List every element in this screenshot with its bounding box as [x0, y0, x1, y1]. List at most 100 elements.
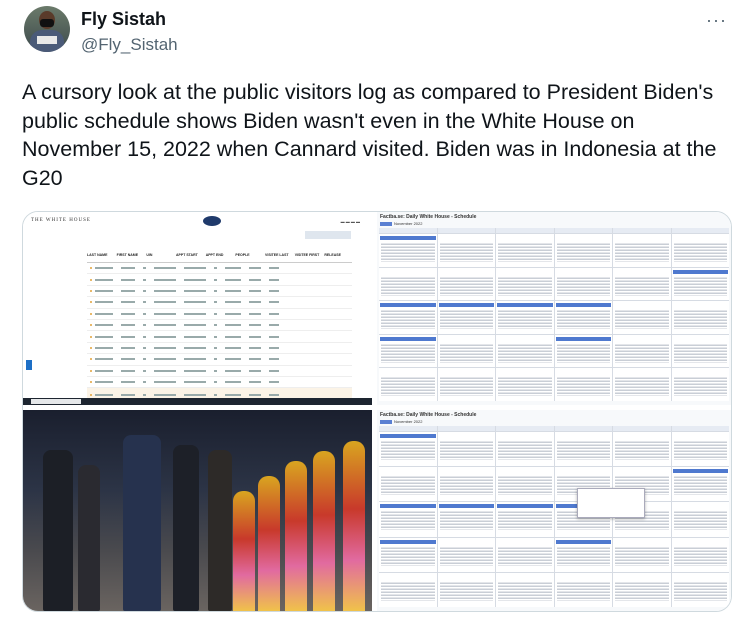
calendar-day [437, 368, 495, 401]
cell-text [154, 346, 176, 349]
calendar-day [496, 334, 554, 368]
weekday-header [613, 426, 671, 431]
cell-text [121, 358, 135, 361]
cell-text [154, 289, 176, 292]
cell-text [95, 369, 113, 372]
schedule-month: November 2022 [380, 221, 422, 226]
cell-text [184, 267, 206, 270]
cell-text [269, 346, 279, 349]
cell-text [154, 358, 176, 361]
dancer [285, 461, 307, 611]
table-row [87, 286, 352, 298]
calendar-day [379, 502, 437, 537]
row-marker [90, 393, 92, 396]
cell-text [269, 267, 279, 270]
cell-text [143, 358, 146, 361]
cell-text [121, 278, 135, 281]
calendar-day [554, 334, 612, 368]
author-handle[interactable]: @Fly_Sistah [81, 35, 178, 54]
more-horizontal-icon[interactable]: ··· [706, 10, 727, 30]
cell-text [95, 267, 113, 270]
calendar-day [613, 301, 671, 334]
calendar-day [554, 368, 612, 401]
cell-text [143, 335, 146, 338]
row-marker [90, 369, 92, 372]
cell-text [225, 267, 241, 270]
row-marker [90, 324, 92, 327]
cell-text [143, 346, 146, 349]
cell-text [154, 381, 176, 384]
media-schedule-screenshot-1[interactable]: Factba.se: Daily White House - Schedule … [377, 212, 731, 405]
cell-text [154, 324, 176, 327]
cell-text [95, 312, 113, 315]
cell-text [121, 335, 135, 338]
column-header: FIRST NAME [116, 253, 139, 257]
cell-text [154, 335, 176, 338]
dancer [343, 441, 365, 611]
cell-text [249, 358, 261, 361]
cell-text [249, 369, 261, 372]
month-label: November 2022 [394, 221, 423, 226]
calendar-day [437, 467, 495, 502]
cell-text [121, 346, 135, 349]
cell-text [121, 289, 135, 292]
site-nav: ▬ ▬ ▬ ▬ [340, 219, 360, 224]
cell-text [269, 358, 279, 361]
cell-text [249, 335, 261, 338]
row-marker [90, 346, 92, 349]
cell-text [121, 324, 135, 327]
cell-text [269, 278, 279, 281]
calendar-day [379, 572, 437, 607]
table-row [87, 377, 352, 389]
calendar-day [437, 267, 495, 301]
cell-text [225, 301, 241, 304]
cell-text [214, 267, 217, 270]
media-g20-arrival-photo[interactable] [23, 410, 372, 611]
cell-text [249, 381, 261, 384]
cell-text [121, 312, 135, 315]
table-row [87, 320, 352, 332]
media-visitor-log-screenshot[interactable]: THE WHITE HOUSE ▬ ▬ ▬ ▬ LAST NAME FIRST N… [23, 212, 372, 405]
cell-text [184, 324, 206, 327]
dancer [233, 491, 255, 611]
cell-text [214, 381, 217, 384]
cell-text [184, 278, 206, 281]
cell-text [143, 393, 146, 396]
calendar-day [496, 537, 554, 572]
calendar-day [379, 432, 437, 467]
cell-text [225, 335, 241, 338]
calendar-day [613, 368, 671, 401]
calendar-day [671, 368, 729, 401]
side-tab [26, 360, 32, 370]
cell-text [143, 324, 146, 327]
cell-text [249, 289, 261, 292]
author-name[interactable]: Fly Sistah [81, 9, 167, 29]
avatar-mask [40, 19, 54, 27]
calendar-day [671, 537, 729, 572]
table-row [87, 366, 352, 377]
cell-text [121, 393, 135, 396]
cell-text [269, 369, 279, 372]
cell-text [249, 278, 261, 281]
calendar-day [496, 502, 554, 537]
calendar-day [671, 432, 729, 467]
weekday-header [613, 228, 671, 233]
person-figure [78, 465, 100, 611]
person-figure [123, 435, 161, 611]
calendar-day [496, 432, 554, 467]
cell-text [249, 393, 261, 396]
cell-text [269, 301, 279, 304]
cell-text [214, 369, 217, 372]
calendar-day [671, 267, 729, 301]
table-row [87, 274, 352, 286]
calendar-day [671, 234, 729, 267]
calendar-day [437, 502, 495, 537]
table-row [87, 297, 352, 309]
cell-text [184, 393, 206, 396]
media-schedule-screenshot-2[interactable]: Factba.se: Daily White House - Schedule … [377, 410, 731, 611]
weekday-header [437, 228, 495, 233]
cell-text [184, 289, 206, 292]
avatar[interactable] [24, 6, 70, 52]
column-header: LAST NAME [87, 253, 108, 257]
calendar-day [437, 537, 495, 572]
